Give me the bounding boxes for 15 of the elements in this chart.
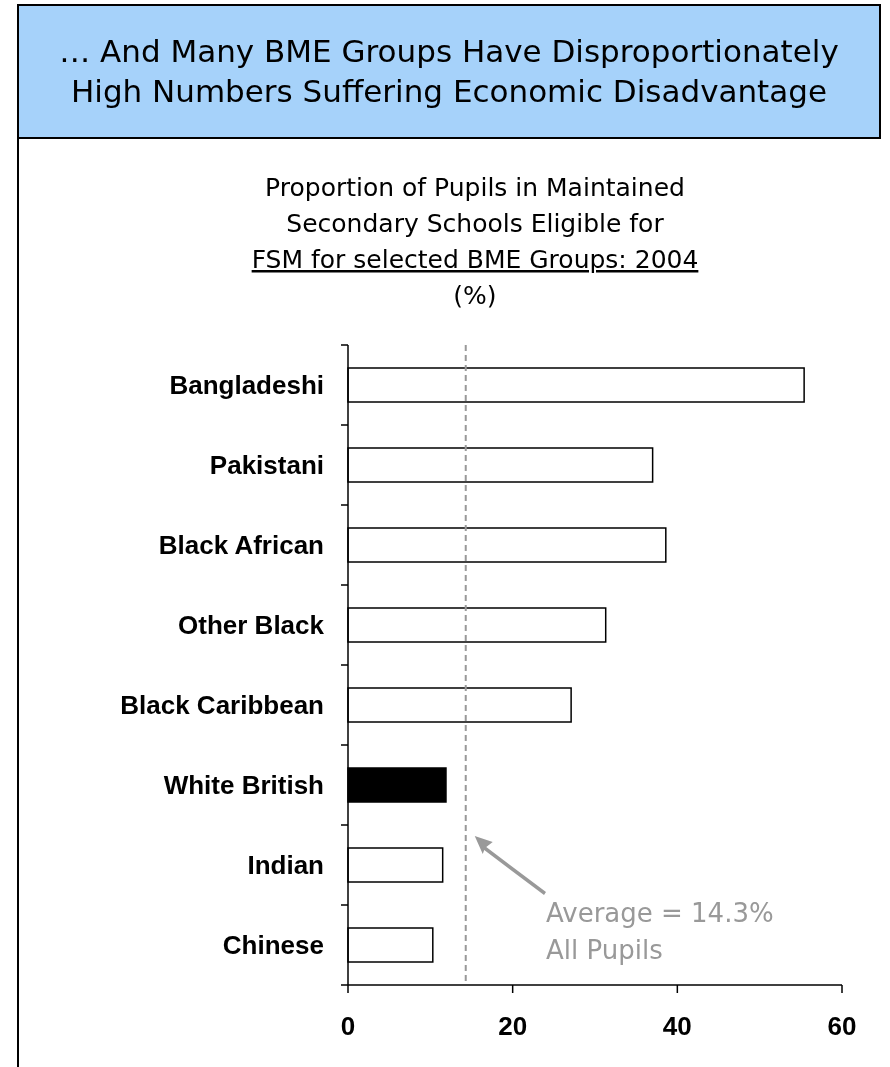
y-tick-label: Black Caribbean [120, 690, 324, 720]
y-tick-label: Chinese [222, 930, 324, 960]
x-tick-label: 20 [498, 1011, 528, 1041]
y-tick-label: Other Black [178, 610, 325, 640]
ref-line-label: Average = 14.3% All Pupils [546, 898, 774, 965]
y-tick-label: Black African [158, 530, 324, 560]
x-tick-label: 0 [340, 1011, 356, 1041]
chart-subtitle: Proportion of Pupils in Maintained Secondary Schools Eligible for FSM for selected BME Groups: 2004 (%) [251, 173, 699, 310]
y-tick-label: White British [163, 770, 324, 800]
x-tick-label: 60 [827, 1011, 857, 1041]
y-tick-label: Bangladeshi [169, 370, 324, 400]
y-tick-label: Indian [247, 850, 324, 880]
x-tick-label: 40 [662, 1011, 692, 1041]
y-tick-label: Pakistani [209, 450, 324, 480]
chart-title: … And Many BME Groups Have Disproportionately High Numbers Suffering Economic Disadvantage [59, 33, 839, 109]
